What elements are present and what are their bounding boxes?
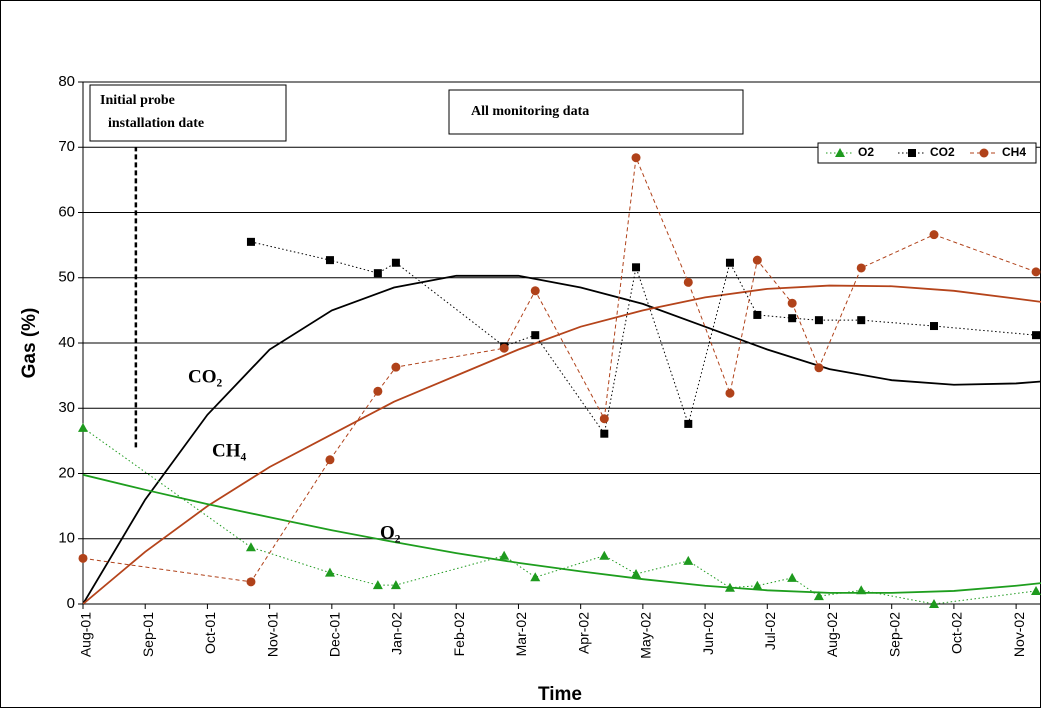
x-tick-label: Oct-01	[202, 612, 218, 654]
annotation: CO₂	[188, 366, 223, 387]
point	[929, 230, 939, 240]
x-tick-label: Aug-02	[824, 612, 840, 657]
point	[752, 255, 762, 265]
point	[787, 572, 798, 582]
x-axis-title: Time	[538, 684, 582, 705]
annotation: CH₄	[212, 440, 247, 461]
trend-line	[83, 284, 1041, 604]
point	[684, 419, 693, 428]
legend-marker	[908, 149, 916, 157]
x-tick-label: Oct-02	[949, 612, 965, 654]
point	[530, 572, 541, 582]
x-tick-label: Jan-02	[389, 612, 405, 655]
point	[814, 316, 823, 325]
x-tick-label: Apr-02	[575, 612, 591, 654]
point	[725, 258, 734, 267]
y-tick-label: 50	[58, 269, 75, 286]
legend-marker	[835, 148, 845, 157]
point	[1032, 331, 1041, 340]
x-tick-label: Jun-02	[700, 612, 716, 655]
point	[325, 256, 334, 265]
point	[857, 316, 866, 325]
point	[725, 388, 735, 398]
x-tick-label: Jul-02	[762, 612, 778, 650]
point	[530, 286, 540, 296]
point	[78, 422, 88, 432]
x-tick-label: Dec-01	[327, 612, 343, 657]
series-line	[250, 241, 1037, 435]
point	[499, 343, 509, 353]
point	[324, 567, 335, 577]
point	[930, 322, 939, 331]
point	[599, 550, 610, 560]
point	[78, 553, 88, 563]
point	[724, 582, 735, 592]
data-box	[448, 89, 744, 135]
legend-marker	[979, 148, 989, 158]
trend-line	[83, 473, 1041, 594]
x-tick-label: Sep-02	[886, 612, 902, 657]
x-tick-label: Feb-02	[451, 612, 467, 657]
point	[632, 263, 641, 272]
point	[683, 555, 694, 565]
point	[753, 310, 762, 319]
annotation: O₂	[380, 522, 401, 543]
annotation: Initial probe	[100, 93, 175, 108]
point	[1031, 585, 1041, 595]
x-tick-label: Mar-02	[513, 612, 529, 657]
y-tick-label: 20	[58, 464, 75, 481]
y-axis-title: Gas (%)	[19, 308, 40, 379]
point	[929, 599, 940, 608]
point	[391, 362, 401, 372]
y-tick-label: 80	[58, 73, 75, 90]
point	[814, 363, 824, 373]
point	[373, 269, 382, 278]
point	[246, 577, 256, 587]
y-tick-label: 60	[58, 203, 75, 220]
y-tick-label: 70	[58, 138, 75, 155]
series-line	[82, 427, 1037, 605]
point	[531, 331, 540, 340]
point	[813, 591, 824, 601]
y-tick-label: 30	[58, 399, 75, 416]
x-tick-label: Aug-01	[78, 612, 94, 657]
point	[245, 542, 256, 552]
point	[373, 386, 383, 396]
point	[683, 277, 693, 287]
y-tick-label: 10	[58, 530, 75, 547]
point	[390, 580, 401, 590]
legend-label: O2	[858, 145, 874, 159]
point	[752, 580, 763, 590]
legend-label: CO2	[930, 145, 955, 159]
point	[631, 153, 641, 163]
probe-box	[89, 84, 287, 142]
legend-box	[817, 142, 1037, 164]
annotation: installation date	[108, 116, 204, 131]
point	[856, 263, 866, 273]
annotation: All monitoring data	[471, 104, 589, 119]
point	[599, 414, 609, 424]
point	[391, 258, 400, 267]
point	[631, 568, 642, 578]
point	[325, 455, 335, 465]
point	[499, 550, 510, 560]
y-tick-label: 0	[67, 595, 75, 612]
point	[1031, 267, 1041, 277]
x-tick-label: Nov-02	[1011, 612, 1027, 657]
x-tick-label: Sep-01	[140, 612, 156, 657]
x-tick-label: May-02	[638, 612, 654, 659]
series-line	[82, 155, 1037, 583]
trend-line	[83, 274, 1041, 604]
point	[372, 580, 383, 590]
y-tick-label: 40	[58, 334, 75, 351]
point	[856, 585, 867, 595]
point	[246, 237, 255, 246]
point	[787, 298, 797, 308]
point	[788, 314, 797, 323]
point	[600, 429, 609, 438]
legend-label: CH4	[1002, 145, 1026, 159]
x-tick-label: Nov-01	[264, 612, 280, 657]
